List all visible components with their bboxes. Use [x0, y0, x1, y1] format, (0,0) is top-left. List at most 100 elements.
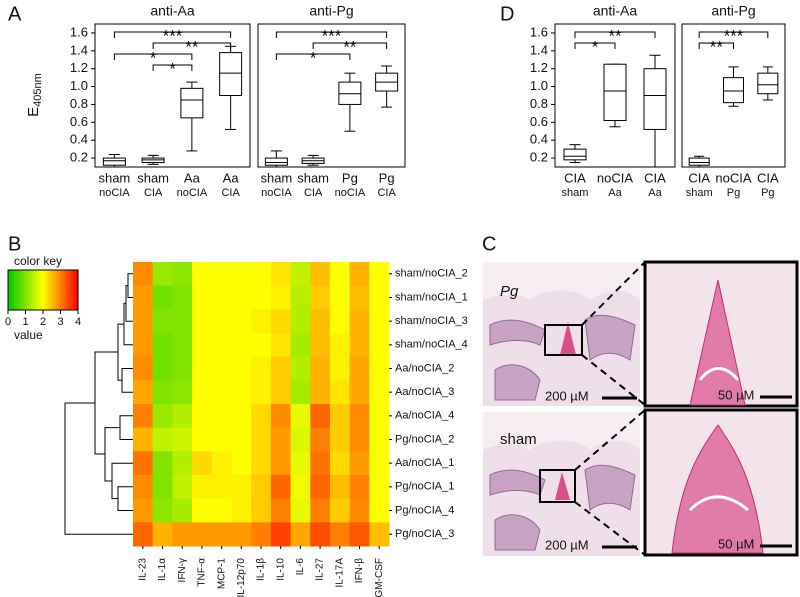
heat-cell [133, 427, 154, 452]
significance-bracket [574, 42, 616, 49]
heat-cell [172, 333, 193, 358]
heat-cell [310, 404, 331, 429]
tissue [483, 262, 640, 300]
heat-cell [270, 451, 292, 476]
heat-cell [133, 309, 154, 334]
heat-cell [133, 404, 154, 429]
heat-cell [270, 498, 292, 523]
heat-cell [349, 475, 370, 500]
x-tick-label: Pg [379, 170, 395, 185]
heat-cell [290, 451, 311, 476]
significance-bracket [698, 42, 734, 49]
histology: Pg sham 200 µM 200 µM 50 µM 50 µM [483, 260, 799, 557]
heat-cell [172, 475, 193, 500]
heat-cell [192, 475, 213, 500]
x-tick-label: CIA [644, 170, 666, 185]
x-tick-label: sham [562, 187, 589, 199]
heat-cell [251, 427, 272, 452]
heat-cell [369, 498, 390, 523]
row-label: sham/noCIA_1 [395, 291, 468, 303]
heat-cell [349, 451, 370, 476]
box [563, 148, 587, 161]
heat-cell [310, 285, 331, 310]
heat-cell [349, 262, 370, 287]
heat-cell [369, 427, 390, 452]
y-axis-label: E405nm [25, 73, 44, 117]
heat-cell [329, 262, 351, 287]
colorbar-tick-label: 0 [5, 316, 11, 328]
col-label: MCP-1 [216, 558, 227, 590]
x-tick-label: noCIA [335, 187, 366, 199]
heat-cell [270, 380, 292, 405]
heat-cell [172, 285, 193, 310]
heat-cell [369, 451, 390, 476]
heat-cell [270, 522, 292, 547]
col-label: IFN-β [354, 558, 365, 583]
col-label: TNF-α [197, 558, 208, 587]
panel-label: C [482, 233, 496, 255]
heat-cell [369, 522, 390, 547]
heat-cell [251, 356, 272, 381]
heat-cell [329, 285, 351, 310]
y-tick-label: 1.0 [70, 78, 88, 93]
heat-cell [369, 404, 390, 429]
heat-cell [152, 356, 173, 381]
x-tick-label: Aa [184, 170, 201, 185]
heat-cell [310, 309, 331, 334]
colorbar-tick-label: 3 [57, 316, 63, 328]
heat-cell [251, 285, 272, 310]
heat-cell [172, 262, 193, 287]
detail [698, 367, 740, 381]
box [102, 157, 126, 166]
significance-bracket [312, 42, 388, 49]
heat-cell [231, 380, 252, 405]
y-tick-label: 0.4 [70, 132, 88, 147]
row-label: Pg/noCIA_4 [395, 504, 454, 516]
heat-cell [192, 309, 213, 334]
y-tick-label: 1.0 [530, 78, 548, 93]
x-tick-label: CIA [304, 187, 323, 199]
heat-cell [192, 522, 213, 547]
box [603, 63, 627, 122]
colorbar-tick-label: 2 [40, 316, 46, 328]
row-label: Pg/noCIA_2 [395, 433, 454, 445]
heat-cell [251, 498, 272, 523]
heat-cell [231, 262, 252, 287]
heat-cell [251, 333, 272, 358]
x-tick-label: sham [260, 170, 292, 185]
heat-cell [192, 404, 213, 429]
colorbar-tick-label: 1 [22, 316, 28, 328]
heat-cell [152, 522, 173, 547]
significance-bracket [698, 31, 769, 38]
heat-cell [329, 404, 351, 429]
heat-cell [172, 309, 193, 334]
heat-cell [251, 380, 272, 405]
significance-label: ** [185, 37, 199, 56]
scale-label: 50 µM [718, 536, 754, 551]
scale-label: 200 µM [545, 537, 589, 552]
heat-cell [349, 427, 370, 452]
heat-cell [270, 404, 292, 429]
significance-bracket [275, 53, 351, 60]
heat-cell [211, 498, 232, 523]
heat-cell [369, 309, 390, 334]
heat-cell [172, 451, 193, 476]
y-tick-label: 0.4 [530, 132, 548, 147]
heat-cell [290, 309, 311, 334]
heat-cell [329, 522, 351, 547]
heat-cell [152, 451, 173, 476]
zoom-lines [574, 261, 646, 556]
box [180, 87, 204, 119]
heat-cell [172, 498, 193, 523]
heat-cell [172, 356, 193, 381]
heat-cell [231, 427, 252, 452]
heat-cell [133, 380, 154, 405]
x-tick-label: CIA [377, 187, 396, 199]
heat-cell [349, 522, 370, 547]
col-label: IL-1α [157, 558, 168, 581]
heat-cell [349, 380, 370, 405]
heat-cell [192, 356, 213, 381]
y-tick-label: 1.4 [530, 42, 548, 57]
heat-cell [192, 427, 213, 452]
heat-cell [251, 451, 272, 476]
